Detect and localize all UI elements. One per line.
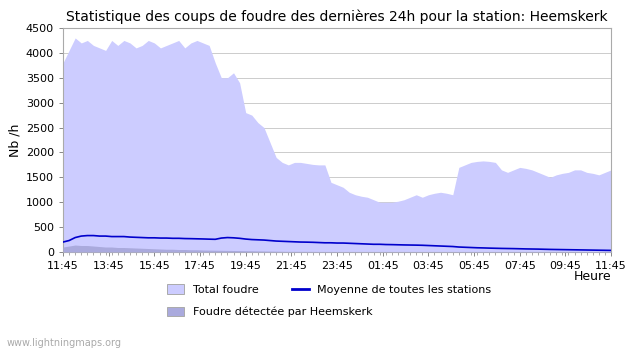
Legend: Foudre détectée par Heemskerk: Foudre détectée par Heemskerk (167, 307, 372, 317)
Y-axis label: Nb /h: Nb /h (9, 123, 21, 157)
Text: www.lightningmaps.org: www.lightningmaps.org (6, 338, 122, 348)
Text: Heure: Heure (573, 270, 611, 283)
Title: Statistique des coups de foudre des dernières 24h pour la station: Heemskerk: Statistique des coups de foudre des dern… (66, 9, 608, 24)
